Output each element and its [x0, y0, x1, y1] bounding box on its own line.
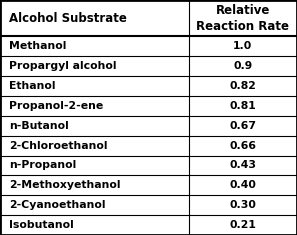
Text: 2-Methoxyethanol: 2-Methoxyethanol — [9, 180, 120, 190]
Text: 0.81: 0.81 — [229, 101, 256, 111]
Text: 0.67: 0.67 — [229, 121, 256, 131]
Text: Relative
Reaction Rate: Relative Reaction Rate — [196, 4, 289, 33]
Text: 2-Cyanoethanol: 2-Cyanoethanol — [9, 200, 105, 210]
Text: n-Butanol: n-Butanol — [9, 121, 69, 131]
Text: 0.21: 0.21 — [229, 220, 256, 230]
Text: Isobutanol: Isobutanol — [9, 220, 74, 230]
Text: 0.40: 0.40 — [229, 180, 256, 190]
Text: 2-Chloroethanol: 2-Chloroethanol — [9, 141, 108, 151]
Text: 0.9: 0.9 — [233, 61, 252, 71]
Text: 1.0: 1.0 — [233, 41, 252, 51]
Text: Propanol-2-ene: Propanol-2-ene — [9, 101, 103, 111]
Text: Ethanol: Ethanol — [9, 81, 56, 91]
Text: Methanol: Methanol — [9, 41, 66, 51]
Text: 0.30: 0.30 — [229, 200, 256, 210]
Text: 0.43: 0.43 — [229, 161, 256, 171]
Text: n-Propanol: n-Propanol — [9, 161, 76, 171]
Text: Propargyl alcohol: Propargyl alcohol — [9, 61, 116, 71]
Text: Alcohol Substrate: Alcohol Substrate — [9, 12, 127, 25]
Text: 0.82: 0.82 — [229, 81, 256, 91]
Text: 0.66: 0.66 — [229, 141, 256, 151]
